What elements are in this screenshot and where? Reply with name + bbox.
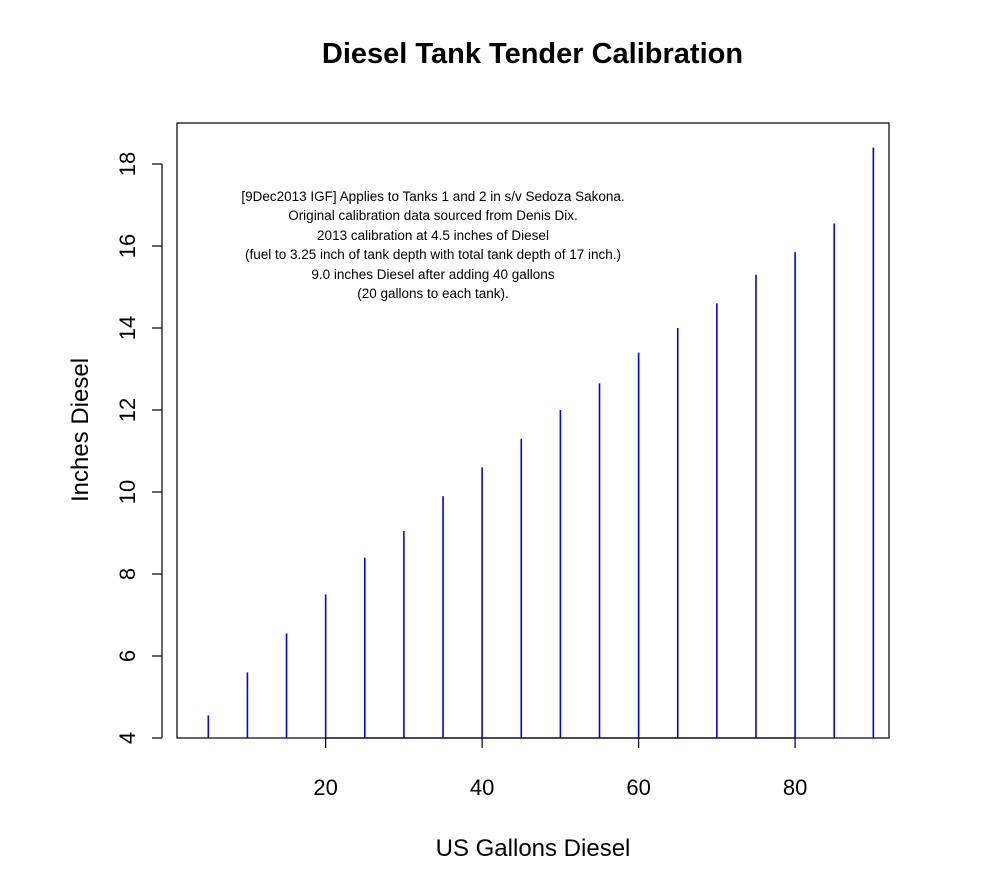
annotation-note: [9Dec2013 IGF] Applies to Tanks 1 and 2 … [183, 187, 683, 303]
annotation-line: 2013 calibration at 4.5 inches of Diesel [317, 227, 549, 243]
annotation-line: (20 gallons to each tank). [357, 286, 509, 302]
chart-title: Diesel Tank Tender Calibration [321, 38, 744, 70]
x-axis-label: US Gallons Diesel [435, 835, 631, 862]
x-tick-label: 60 [626, 775, 650, 800]
y-tick-label: 12 [115, 398, 140, 422]
y-tick-label: 6 [115, 650, 140, 662]
y-tick-label: 4 [115, 732, 140, 744]
annotation-line: 9.0 inches Diesel after adding 40 gallon… [311, 266, 555, 282]
x-tick-label: 20 [313, 775, 337, 800]
data-series [207, 147, 875, 738]
y-tick-label: 10 [115, 480, 140, 504]
x-tick-label: 40 [470, 775, 494, 800]
y-axis-label: Inches Diesel [67, 357, 94, 503]
y-tick-label: 16 [115, 234, 140, 258]
y-tick-label: 18 [115, 152, 140, 176]
x-axis: 20 40 60 80 [313, 737, 807, 800]
x-tick-label: 80 [783, 775, 807, 800]
y-tick-label: 8 [115, 568, 140, 580]
annotation-line: [9Dec2013 IGF] Applies to Tanks 1 and 2 … [241, 189, 625, 204]
annotation-line: Original calibration data sourced from D… [288, 208, 578, 224]
y-axis: 4 6 8 10 12 14 16 18 [115, 152, 163, 744]
annotation-line: (fuel to 3.25 inch of tank depth with to… [245, 247, 621, 263]
y-tick-label: 14 [115, 316, 140, 340]
